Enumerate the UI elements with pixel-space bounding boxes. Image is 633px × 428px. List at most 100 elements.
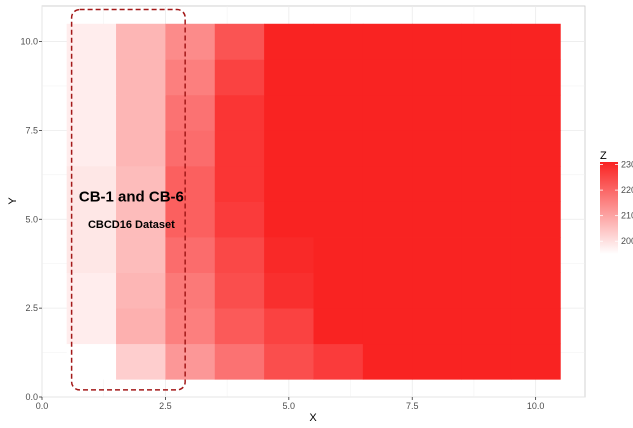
heatmap-tile [116,308,166,345]
heatmap-tile [510,165,561,202]
heatmap-tile [313,308,364,345]
heatmap-tile [313,23,364,60]
heatmap-tile [510,130,561,167]
heatmap-tile [510,201,561,238]
heatmap-tile [165,23,216,60]
heatmap-tile [313,94,364,131]
y-tick-label: 2.5 [25,303,38,313]
heatmap-tile [116,237,166,273]
heatmap-tile [264,165,314,202]
heatmap-tile [66,94,117,131]
heatmap-tile [214,201,265,238]
heatmap-tile [313,272,364,309]
heatmap-tile [510,308,561,345]
x-tick-label: 10.0 [527,401,545,411]
heatmap-tile [313,130,364,167]
x-tick-label: 5.0 [283,401,296,411]
heatmap-tile [510,343,561,380]
heatmap-tile [214,272,265,309]
heatmap-tile [264,201,314,238]
heatmap-tile [165,94,216,131]
heatmap-tile [264,94,314,131]
y-tick-label: 5.0 [25,214,38,224]
heatmap-tile [214,343,265,380]
legend-colorbar [600,162,618,254]
heatmap-tile [412,343,462,380]
annotation-subtitle: CBCD16 Dataset [88,219,175,231]
heatmap-tile [264,237,314,273]
heatmap-tile [116,165,166,202]
heatmap-tile [116,272,166,309]
y-tick-label: 7.5 [25,125,38,135]
heatmap-tile [362,94,413,131]
heatmap-tile [214,237,265,273]
heatmap-tile [362,237,413,273]
heatmap-tile [66,201,117,238]
heatmap-tiles [66,23,561,380]
heatmap-tile [116,59,166,96]
heatmap-tile [214,308,265,345]
heatmap-tile [412,23,462,60]
y-tick-label: 0.0 [25,392,38,402]
heatmap-tile [461,201,512,238]
heatmap-tile [66,130,117,167]
legend-label: 220 [621,185,633,195]
heatmap-tile [412,130,462,167]
heatmap-tile [362,23,413,60]
heatmap-tile [66,23,117,60]
heatmap-tile [461,165,512,202]
heatmap-tile [313,201,364,238]
heatmap-tile [165,272,216,309]
heatmap-tile [214,59,265,96]
heatmap-tile [214,165,265,202]
x-axis-title: X [309,412,317,424]
heatmap-tile [461,59,512,96]
annotation-text: CB-1 and CB-6 CBCD16 Dataset [79,189,184,232]
x-axis: 0.0 2.5 5.0 7.5 10.0 [36,397,545,411]
heatmap-tile [461,272,512,309]
annotation-box [70,8,186,391]
heatmap-tile [461,308,512,345]
heatmap-tile [510,59,561,96]
heatmap-tile [362,272,413,309]
heatmap-tile [264,343,314,380]
heatmap-tile [412,165,462,202]
heatmap-tile [116,343,166,380]
heatmap-tile [165,165,216,202]
heatmap-tile [116,130,166,167]
y-tick-label: 10.0 [20,37,38,47]
heatmap-tile [116,23,166,60]
x-tick-label: 7.5 [406,401,419,411]
heatmap-tile [461,343,512,380]
heatmap-tile [510,272,561,309]
heatmap-tile [66,343,117,380]
heatmap-tile [264,130,314,167]
heatmap-tile [412,237,462,273]
heatmap-tile [412,59,462,96]
heatmap-tile [362,165,413,202]
heatmap-tile [165,343,216,380]
y-axis: 0.0 2.5 5.0 7.5 10.0 [20,37,42,402]
legend-label: 200 [621,236,633,246]
heatmap-tile [313,59,364,96]
heatmap-tile [461,237,512,273]
heatmap-tile [116,94,166,131]
heatmap-tile [214,94,265,131]
heatmap-tile [362,343,413,380]
heatmap-tile [165,130,216,167]
heatmap-tile [313,165,364,202]
legend-label: 210 [621,211,633,221]
heatmap-tile [510,23,561,60]
heatmap-tile [264,23,314,60]
legend: Z 200 210 220 230 [600,150,633,254]
heatmap-tile [214,23,265,60]
heatmap-tile [461,94,512,131]
heatmap-tile [66,165,117,202]
heatmap-tile [165,201,216,238]
heatmap-tile [412,308,462,345]
heatmap-tile [165,308,216,345]
heatmap-tile [510,94,561,131]
heatmap-tile [66,237,117,273]
heatmap-tile [264,59,314,96]
